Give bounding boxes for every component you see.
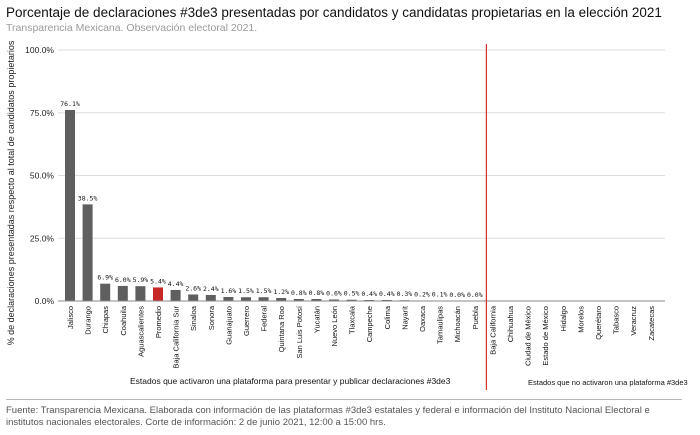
x-tick-label: Tabasco (612, 306, 621, 334)
x-tick-label: Baja California (488, 305, 497, 355)
data-label: 6.9% (97, 274, 113, 282)
data-label: 0.5% (344, 290, 360, 298)
x-tick-label: Estado de México (541, 306, 550, 366)
x-tick-label: Zacatecas (647, 306, 656, 341)
x-tick-label: Aguascalientes (136, 306, 145, 357)
x-tick-label: Federal (260, 306, 269, 332)
x-tick-label: San Luis Potosí (295, 305, 304, 358)
x-tick-label: Nuevo León (330, 306, 339, 346)
y-tick-label: 50.0% (30, 171, 55, 181)
x-tick-label: Tamaulipas (436, 306, 445, 344)
y-axis-ticks: 0.0% 25.0% 50.0% 75.0% 100.0% (25, 45, 54, 306)
x-tick-label: Sonora (207, 305, 216, 330)
x-tick-label: Durango (84, 306, 93, 335)
x-tick-label: Hidalgo (559, 306, 568, 331)
group-label-active: Estados que activaron una plataforma par… (130, 376, 451, 386)
data-label: 0.1% (432, 291, 448, 299)
bar (100, 283, 111, 301)
bar (293, 298, 304, 301)
x-tick-label: Morelos (576, 306, 585, 333)
bars (65, 109, 445, 301)
data-label: 0.4% (361, 290, 377, 298)
bar (205, 294, 216, 301)
x-tick-label: Puebla (471, 305, 480, 329)
x-tick-label: Baja California Sur (172, 305, 181, 368)
x-tick-label: Chihuahua (506, 305, 515, 342)
data-label: 2.6% (185, 284, 201, 292)
y-tick-label: 0.0% (35, 296, 55, 306)
data-label: 1.2% (273, 288, 289, 296)
x-tick-label: Coahuila (119, 305, 128, 335)
data-label: 76.1% (60, 100, 80, 108)
data-labels: 76.1%38.5%6.9% 6.0% 5.9% 5.4% 4.4%2.6% 2.4% 1.… (60, 100, 483, 299)
bar (241, 297, 251, 301)
y-tick-label: 75.0% (30, 108, 55, 118)
data-label: 1.5% (256, 287, 272, 295)
x-tick-label: Tlaxcala (348, 305, 357, 334)
bar (188, 294, 199, 301)
y-tick-label: 100.0% (25, 45, 54, 55)
x-tick-label: Campeche (365, 306, 374, 342)
data-label: 5.4% (150, 277, 166, 285)
bar (135, 286, 146, 301)
data-label: 0.0% (467, 291, 483, 299)
bar (153, 287, 163, 301)
bar (82, 204, 93, 301)
data-label: 0.3% (397, 290, 413, 298)
x-tick-label: Yucatán (312, 306, 321, 333)
bar (346, 299, 357, 301)
data-label: 0.8% (309, 289, 325, 297)
x-tick-label: Sinaloa (189, 305, 198, 331)
data-label: 0.0% (449, 291, 465, 299)
y-axis-label: % de declaraciones presentadas respecto … (6, 40, 16, 346)
x-tick-label: Nayarit (400, 305, 409, 330)
bar (311, 298, 322, 301)
data-label: 38.5% (78, 194, 98, 202)
data-label: 6.0% (115, 276, 131, 284)
chart-title: Porcentaje de declaraciones #3de3 presen… (6, 5, 662, 20)
axes (58, 44, 665, 390)
x-tick-label: Guanajuato (224, 306, 233, 345)
bar (258, 297, 269, 301)
bar (65, 109, 75, 301)
data-label: 5.9% (133, 276, 149, 284)
data-label: 4.4% (168, 280, 184, 288)
gridlines (58, 49, 665, 239)
x-tick-label: Querétaro (594, 306, 603, 340)
data-label: 1.5% (238, 287, 254, 295)
bar (276, 297, 287, 301)
bar (364, 299, 375, 301)
data-label: 1.6% (221, 287, 237, 295)
bar (170, 289, 181, 301)
bar (329, 299, 339, 301)
x-tick-label: Promedio (154, 306, 163, 338)
x-axis-labels: Jalisco Durango Chiapas Coahuila Aguascalien… (66, 305, 656, 368)
x-tick-label: Ciudad de México (524, 306, 533, 366)
x-tick-label: Guerrero (242, 306, 251, 336)
y-axis-label-wrap: % de declaraciones presentadas respecto … (4, 40, 18, 346)
x-tick-label: Michoacán (453, 306, 462, 342)
data-label: 0.8% (291, 289, 307, 297)
x-tick-label: Chiapas (101, 306, 110, 334)
y-tick-label: 25.0% (30, 233, 55, 243)
bar (117, 285, 128, 301)
data-label: 0.4% (379, 290, 395, 298)
bar (223, 296, 234, 301)
x-tick-label: Colima (383, 305, 392, 329)
footer-separator (6, 399, 682, 400)
x-tick-label: Oaxaca (418, 305, 427, 332)
group-label-inactive: Estados que no activaron una plataforma … (528, 378, 688, 387)
x-tick-label: Jalisco (66, 306, 75, 329)
data-label: 0.6% (326, 289, 342, 297)
data-label: 0.2% (414, 290, 430, 298)
footer-source: Fuente: Transparencia Mexicana. Elaborad… (6, 405, 650, 428)
x-tick-label: Quintana Roo (277, 306, 286, 352)
data-label: 2.4% (203, 285, 219, 293)
x-tick-label: Veracruz (629, 306, 638, 336)
bar (381, 299, 392, 301)
chart-subtitle: Transparencia Mexicana. Observación elec… (6, 22, 258, 34)
